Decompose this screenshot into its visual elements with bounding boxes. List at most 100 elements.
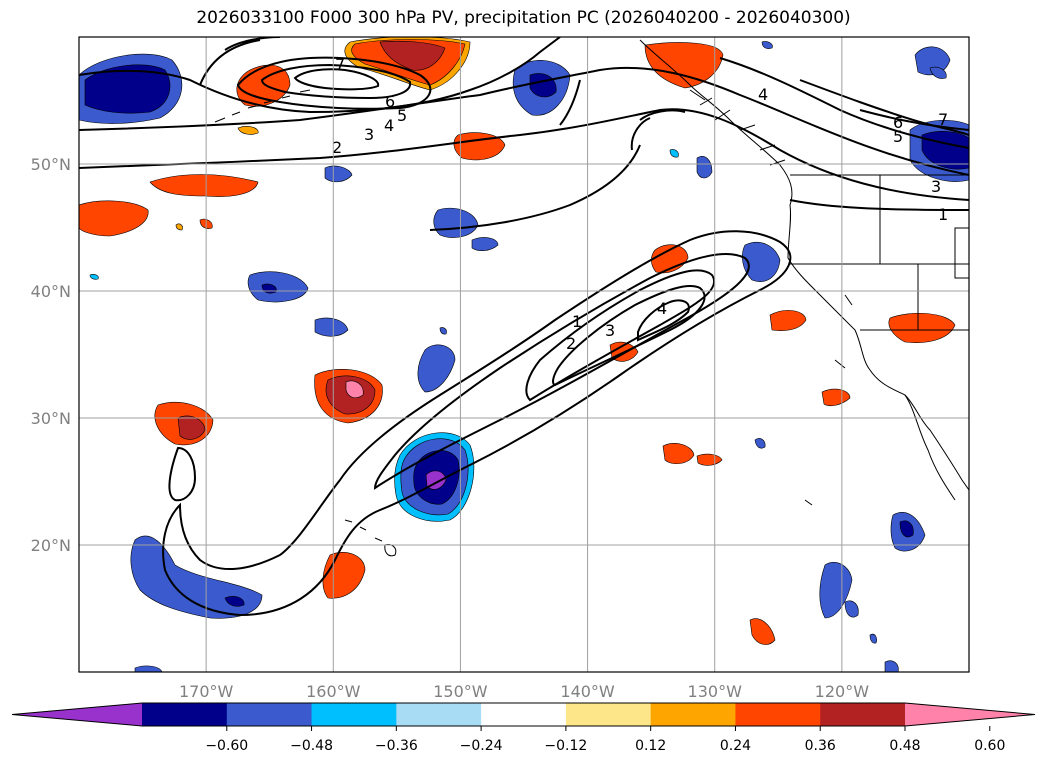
precip-blob [821,388,851,407]
precip-blob [696,453,723,466]
colorbar-tick-label: −0.12 [544,738,587,754]
pv-contour [799,79,969,136]
precip-blob [844,600,859,618]
lon-label: 160°W [306,682,361,701]
colorbar-segment [565,703,652,726]
contour-label: 4 [758,85,768,104]
precip-blob [769,310,807,331]
pv-contour [79,37,561,114]
colorbar-outline [11,702,1036,727]
precip-blob [929,66,947,79]
colorbar-tick-label: −0.60 [205,738,248,754]
precip-blob [314,317,349,337]
pv-contour [429,144,641,231]
contour-label: 2 [332,138,342,157]
pv-contour [260,63,412,100]
colorbar-extend-high [905,703,1035,726]
hawaiian-islands [344,519,397,557]
precip-blob [324,165,353,183]
pv-contour [236,56,432,110]
lon-label: 130°W [688,682,743,701]
pv-contour [859,109,969,131]
precip-blob [417,344,456,393]
contour-label: 4 [384,116,394,135]
lon-label: 120°W [815,682,870,701]
pv-contour [789,199,969,211]
precip-blob [453,132,506,161]
colorbar-tick-label: 0.24 [720,738,751,754]
precip-blob [742,241,781,282]
contour-label: 2 [566,334,576,353]
precip-blob [247,271,309,303]
contour-label: 1 [938,205,948,224]
lon-label: 140°W [560,682,615,701]
precip-positive-areas [79,37,956,645]
pv-contour [559,79,581,126]
lat-label: 30°N [31,409,71,428]
map-background [79,37,969,672]
pv-contour [637,299,690,342]
contour-label: 6 [893,113,903,132]
precip-blob [914,46,951,76]
precip-blob [644,42,724,89]
pv-contour [293,68,380,91]
pv-contour [552,284,706,387]
colorbar-segment [481,703,567,726]
colorbar-segment [311,703,397,726]
us-state-borders [790,175,969,331]
precip-blob [149,174,259,197]
pv-contour [373,253,750,490]
colorbar-tick-label: 0.48 [889,738,920,754]
colorbar-segment [820,703,906,726]
precip-blob [888,313,956,343]
colorbar-segment [142,703,228,726]
colorbar-segment [396,703,482,726]
precip-blob [662,443,695,464]
coastlines [214,39,969,557]
colorbar-tick-label: 0.60 [974,738,1005,754]
contour-label: 7 [335,55,345,74]
map-content: 7 6 5 4 3 2 4 7 6 5 3 1 1 2 3 4 [79,37,969,672]
aleutian-islands [214,89,311,123]
lon-label: 170°W [179,682,234,701]
pv-contour [168,446,197,502]
colorbar-tick-label: −0.24 [460,738,503,754]
gridlines [79,37,969,672]
contour-label: 1 [572,312,582,331]
contour-label: 7 [938,110,948,129]
contour-label: 4 [657,299,667,318]
lat-label: 50°N [31,155,71,174]
longitude-labels: 170°W 160°W 150°W 140°W 130°W 120°W [179,682,869,701]
precip-blob [696,156,713,179]
colorbar-segment [650,703,736,726]
contour-label: 3 [931,177,941,196]
map-title: 2026033100 F000 300 hPa PV, precipitatio… [196,8,851,28]
colorbar-tick-label: −0.36 [375,738,418,754]
contour-labels: 7 6 5 4 3 2 4 7 6 5 3 1 1 2 3 4 [332,55,948,353]
contour-label: 6 [385,92,395,111]
colorbar-segment [226,703,313,726]
contour-label: 5 [397,106,407,125]
baja-coast [904,394,956,501]
colorbar-tick-label: 0.12 [635,738,666,754]
colorbar-extend-low [12,703,142,726]
contour-label: 3 [605,321,615,340]
contour-label: 3 [364,125,374,144]
contour-label: 5 [893,127,903,146]
lat-label: 40°N [31,282,71,301]
latitude-labels: 50°N 40°N 30°N 20°N [31,155,71,555]
lon-label: 150°W [433,682,488,701]
colorbar-tick-label: −0.48 [290,738,333,754]
precip-blob [471,237,499,251]
lat-label: 20°N [31,536,71,555]
pv-contour [525,269,715,402]
colorbar-tick-label: 0.36 [805,738,836,754]
precip-blob [749,618,776,645]
map-frame [78,36,970,673]
pv-contour [719,57,969,149]
pv-contour [79,66,969,176]
pv-contour [630,109,686,151]
colorbar-segment [735,703,821,726]
precip-blob [79,200,149,237]
